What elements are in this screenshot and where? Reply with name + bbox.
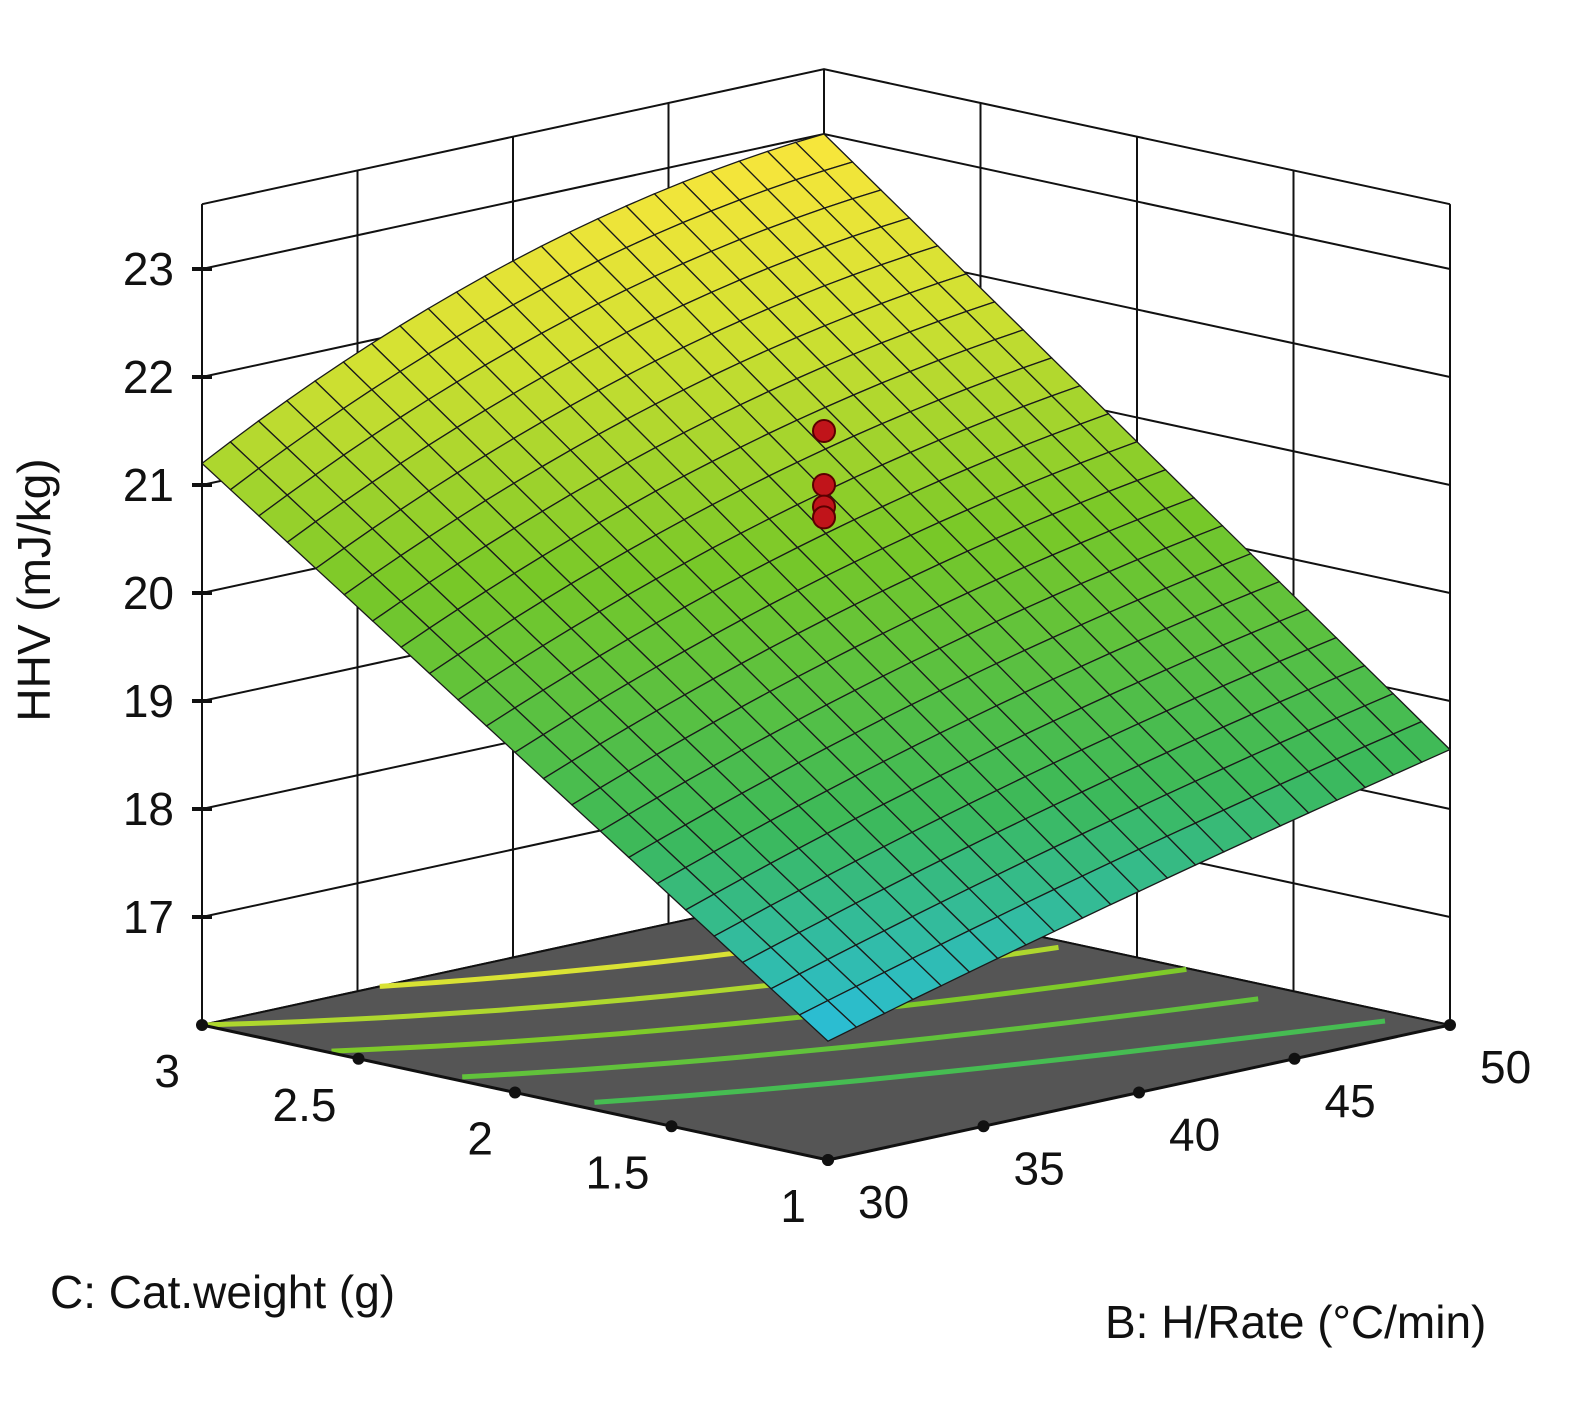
y-axis-label: C: Cat.weight (g) (50, 1266, 395, 1318)
y-tick-mark (822, 1154, 834, 1166)
y-tick-mark (352, 1052, 365, 1065)
z-tick-label: 17 (123, 891, 174, 943)
x-tick-label: 30 (858, 1176, 909, 1228)
x-tick-label: 50 (1480, 1041, 1531, 1093)
y-tick-mark (509, 1086, 521, 1099)
z-tick-label: 20 (123, 567, 174, 619)
z-tick-label: 18 (123, 783, 174, 835)
y-tick-label: 1.5 (586, 1146, 650, 1198)
y-tick-label: 3 (154, 1045, 180, 1097)
contour-line (462, 996, 1259, 1080)
response-surface (200, 133, 1452, 1042)
design-point (812, 419, 836, 443)
contour-line (594, 1018, 1386, 1105)
design-point (812, 505, 836, 530)
y-tick-label: 1 (780, 1180, 806, 1232)
x-tick-label: 35 (1014, 1142, 1065, 1194)
y-tick-mark (196, 1019, 208, 1031)
axes (192, 204, 1456, 1166)
x-tick-label: 40 (1169, 1109, 1220, 1161)
x-tick-mark (1288, 1052, 1301, 1065)
z-tick-label: 23 (123, 243, 174, 295)
y-tick-mark (665, 1120, 678, 1133)
surface-cell (798, 999, 858, 1042)
x-tick-mark (1444, 1019, 1456, 1031)
x-tick-mark (977, 1120, 990, 1133)
x-tick-label: 45 (1325, 1075, 1376, 1127)
x-axis-label: B: H/Rate (°C/min) (1105, 1296, 1486, 1348)
z-tick-label: 22 (123, 351, 174, 403)
contour-line (331, 966, 1187, 1054)
y-tick-label: 2.5 (273, 1079, 337, 1131)
tick-labels: 17 18 19 20 21 22 23 30 35 40 45 50 1 1.5 2 2.5 3 (123, 243, 1531, 1232)
y-tick-label: 2 (467, 1113, 493, 1165)
design-point (812, 473, 836, 497)
x-tick-mark (1133, 1086, 1145, 1099)
z-tick-label: 21 (123, 459, 174, 511)
z-tick-label: 19 (123, 675, 174, 727)
z-axis-label: HHV (mJ/kg) (8, 458, 60, 721)
design-points (812, 419, 836, 530)
